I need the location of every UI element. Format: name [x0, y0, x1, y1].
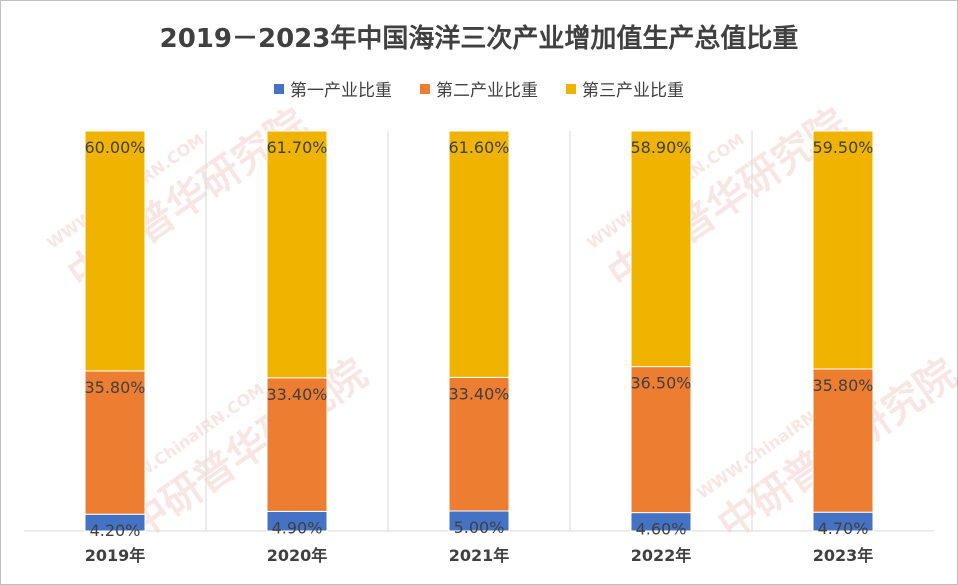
x-tick-label-5: 2023年 — [813, 546, 874, 565]
x-tick-label-1: 2019年 — [85, 546, 146, 565]
data-label-3-5: 59.50% — [812, 138, 873, 157]
data-label-2-2: 33.40% — [266, 385, 327, 404]
x-tick-label-2: 2020年 — [267, 546, 328, 565]
legend-item-primary: 第一产业比重 — [274, 76, 392, 101]
bar-3-4 — [630, 130, 692, 368]
bar-2-4 — [630, 366, 692, 514]
data-label-3-2: 61.70% — [266, 138, 327, 157]
legend-swatch-secondary — [420, 83, 430, 94]
chart-title: 2019－2023年中国海洋三次产业增加值生产总值比重 — [159, 24, 799, 54]
data-label-2-1: 35.80% — [84, 378, 145, 397]
data-label-1-4: 4.60% — [636, 520, 687, 539]
data-label-3-3: 61.60% — [448, 138, 509, 157]
legend-swatch-primary — [274, 83, 284, 94]
legend-item-tertiary: 第三产业比重 — [566, 76, 684, 101]
data-label-1-5: 4.70% — [818, 519, 869, 538]
bar-3-3 — [448, 130, 510, 378]
bar-2-1 — [84, 370, 146, 515]
bar-3-2 — [266, 130, 328, 379]
bar-2-2 — [266, 377, 328, 512]
legend-label-primary: 第一产业比重 — [290, 81, 392, 101]
legend-label-tertiary: 第三产业比重 — [582, 81, 684, 101]
legend-item-secondary: 第二产业比重 — [420, 76, 538, 101]
data-label-2-4: 36.50% — [630, 374, 691, 393]
data-label-3-1: 60.00% — [84, 138, 145, 157]
bar-3-1 — [84, 130, 146, 372]
chart-legend: 第一产业比重 第二产业比重 第三产业比重 — [0, 76, 958, 101]
data-label-3-4: 58.90% — [630, 138, 691, 157]
x-tick-label-4: 2022年 — [631, 546, 692, 565]
bar-2-5 — [812, 368, 874, 513]
x-tick-label-3: 2021年 — [449, 546, 510, 565]
data-label-2-3: 33.40% — [448, 384, 509, 403]
data-label-1-2: 4.90% — [272, 518, 323, 537]
bar-2-3 — [448, 376, 510, 512]
legend-label-secondary: 第二产业比重 — [436, 81, 538, 101]
data-label-1-1: 4.20% — [90, 521, 141, 540]
data-label-1-3: 5.00% — [454, 518, 505, 537]
legend-swatch-tertiary — [566, 83, 576, 94]
bar-3-5 — [812, 130, 874, 370]
data-label-2-5: 35.80% — [812, 376, 873, 395]
